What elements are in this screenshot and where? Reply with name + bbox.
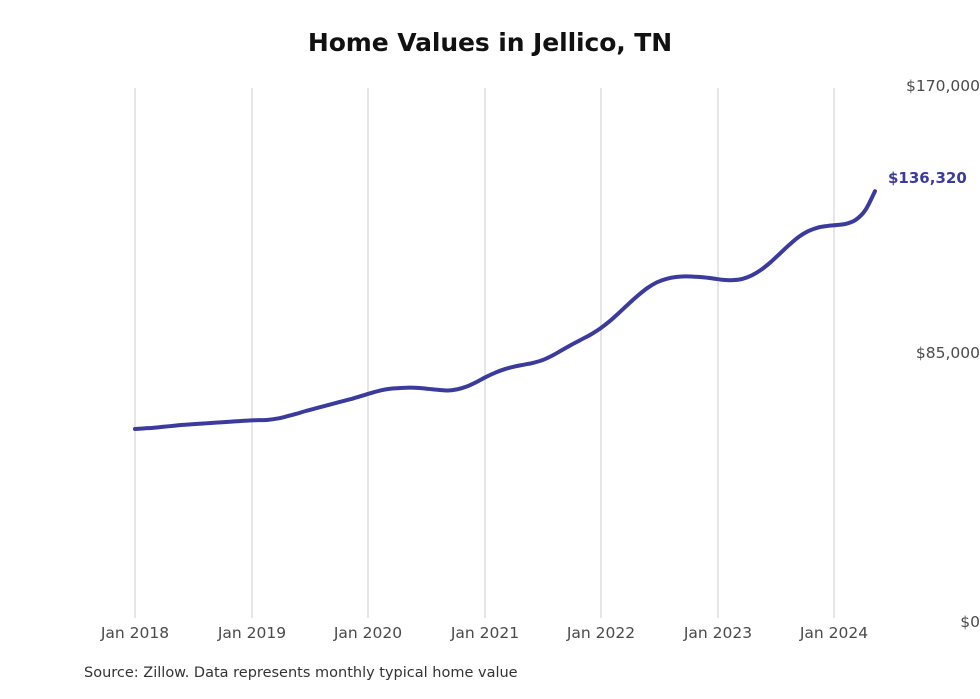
x-axis-tick-label-jan-2024: Jan 2024 (799, 624, 869, 642)
endpoint-value-label: $136,320 (888, 169, 967, 187)
x-axis-tick-label-jan-2022: Jan 2022 (566, 624, 636, 642)
chart-title: Home Values in Jellico, TN (307, 28, 673, 57)
y-axis-tick-label-middle: $85,000 (915, 344, 980, 362)
source-note: Source: Zillow. Data represents monthly … (84, 665, 518, 681)
x-axis-tick-label-jan-2019: Jan 2019 (217, 624, 287, 642)
x-axis-tick-label-jan-2018: Jan 2018 (100, 624, 170, 642)
home-value-line (133, 189, 877, 431)
x-axis-tick-label-jan-2023: Jan 2023 (683, 624, 753, 642)
y-axis-tick-label-top: $170,000 (906, 77, 980, 95)
x-axis-tick-label-jan-2021: Jan 2021 (450, 624, 520, 642)
x-gridlines (134, 88, 835, 618)
x-axis-tick-label-jan-2020: Jan 2020 (333, 624, 403, 642)
y-axis-tick-label-bottom: $0 (960, 613, 980, 631)
